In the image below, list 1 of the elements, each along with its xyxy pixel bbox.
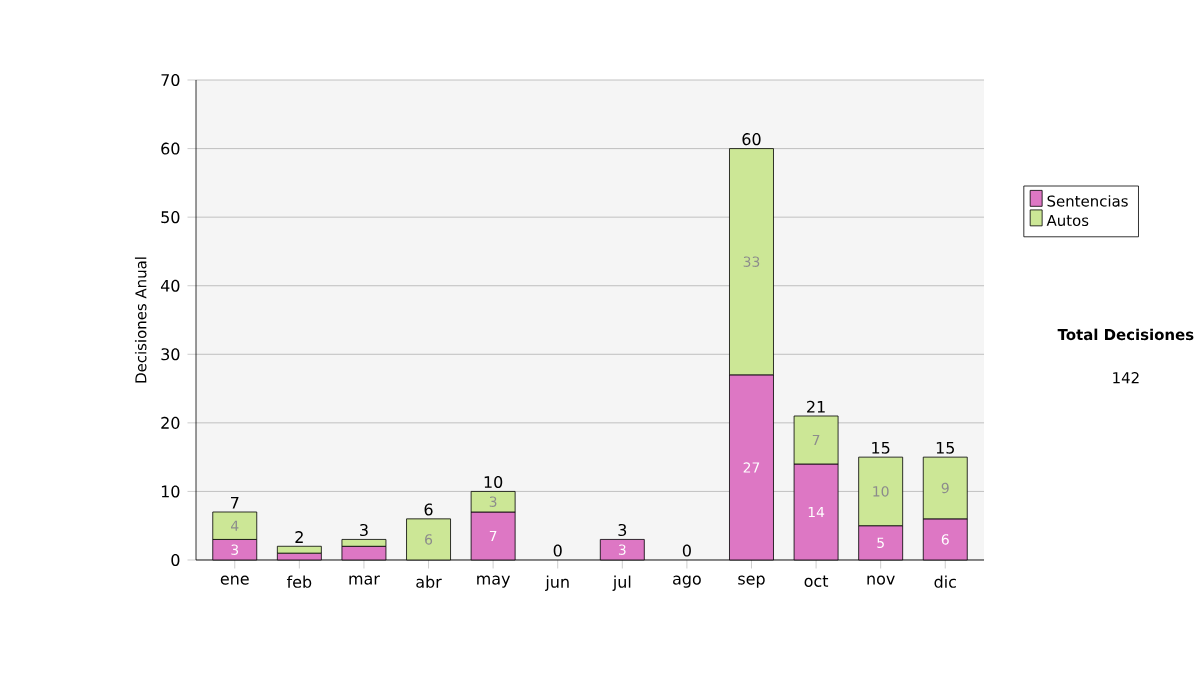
bar: [276, 545, 322, 554]
